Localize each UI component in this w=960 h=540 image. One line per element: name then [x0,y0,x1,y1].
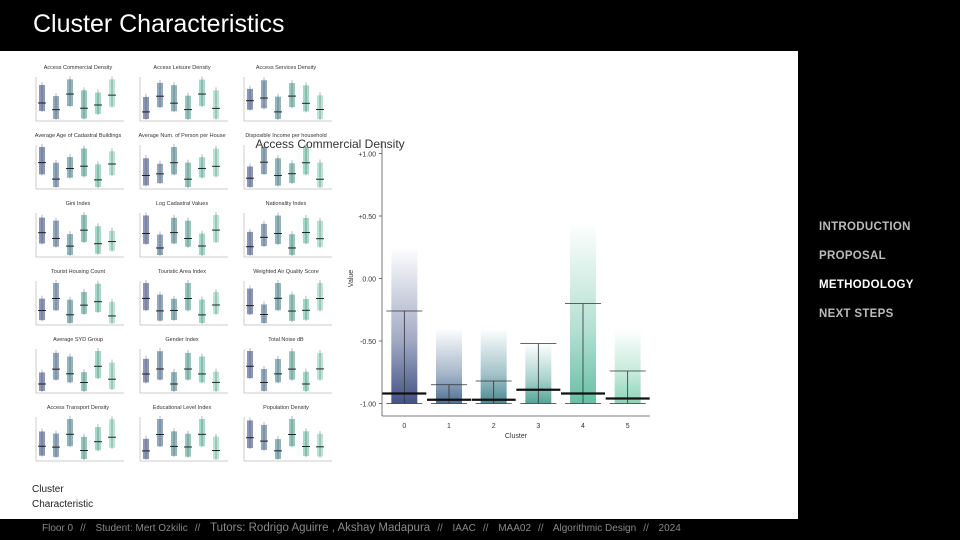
mini-chart-title: Gini Index [65,201,91,207]
mini-chart: Access Commercial Density [30,65,126,127]
mini-chart-title: Educational Level Index [152,405,212,411]
mini-chart: Access Leisure Density [134,65,230,127]
mini-chart: Log Cadastral Values [134,201,230,263]
mini-chart-plot [243,416,332,462]
x-tick-label: 4 [581,423,585,430]
footer-floor: Floor 0 [42,523,74,534]
nav-item-methodology[interactable]: METHODOLOGY [819,279,914,291]
mini-chart-plot [35,416,124,462]
y-tick-label: 0.00 [362,277,376,284]
mini-chart-plot [35,76,124,122]
mini-chart: Weighted Air Quality Score [238,269,334,331]
section-nav: INTRODUCTION PROPOSAL METHODOLOGY NEXT S… [819,220,914,336]
mini-chart-title: Touristic Area Index [158,269,206,275]
mini-chart: Nationality Index [238,201,334,263]
mini-chart: Gini Index [30,201,126,263]
caption-line-1: Cluster [32,484,64,495]
mini-chart: Touristic Area Index [134,269,230,331]
mini-chart-plot [243,212,332,258]
mini-chart-title: Tourist Housing Count [50,269,106,275]
mini-chart-title: Nationality Index [265,201,307,207]
x-tick-label: 0 [402,423,406,430]
mini-chart-plot [243,77,332,122]
mini-chart-title: Population Density [263,405,309,411]
mini-chart: Educational Level Index [134,405,230,467]
mini-chart-title: Access Leisure Density [153,65,211,71]
nav-item-introduction[interactable]: INTRODUCTION [819,221,911,233]
mini-chart: Average SYD Group [30,337,126,399]
mini-chart: Population Density [238,405,334,467]
mini-chart: Total Noise dB [238,337,334,399]
mini-chart-title: Average Num. of Person per House [138,133,226,139]
mini-chart-title: Total Noise dB [268,337,304,343]
mini-chart-title: Average Age of Cadastral Buildings [34,133,122,139]
page-title: Cluster Characteristics [33,10,285,38]
mini-chart: Gender Index [134,337,230,399]
footer-school: IAAC [452,523,476,534]
mini-chart-title: Access Commercial Density [43,65,113,71]
mini-chart-plot [35,144,124,190]
mini-chart-plot [139,416,228,462]
access-commercial-density-chart: +1.00 +0.50 0.00 -0.50 -1.00 Value 0 1 2 3 4 5 Clust… [348,141,650,440]
mini-chart-title: Disposible Income per household [245,133,327,139]
mini-chart-grid: Access Commercial Density Access Leisure … [30,65,335,470]
y-tick-label: -0.50 [360,339,376,346]
mini-chart-plot [35,212,124,258]
mini-chart-title: Weighted Air Quality Score [253,269,319,275]
mini-chart-plot [139,280,228,326]
mini-chart-plot [139,144,228,190]
mini-chart-plot [35,280,124,326]
x-tick-label: 5 [626,423,630,430]
y-tick-label: +0.50 [358,214,376,221]
footer: Floor 0// Student: Mert Ozkilic// Tutors… [42,522,681,534]
caption-line-2: Characteristic [32,499,94,510]
mini-chart: Access Services Density [238,65,334,127]
footer-year: 2024 [658,523,681,534]
mini-chart: Average Num. of Person per House [134,133,230,195]
mini-chart-title: Gender Index [165,337,199,343]
content-panel: Access Commercial Density Access Leisure … [0,51,798,519]
footer-tutors: Tutors: Rodrigo Aguirre , Akshay Madapur… [210,522,431,534]
mini-chart: Average Age of Cadastral Buildings [30,133,126,195]
mini-chart-title: Access Services Density [255,65,317,71]
mini-chart-plot [243,280,332,326]
x-axis-label: Cluster [505,433,528,440]
y-axis-label: Value [348,270,355,287]
x-tick-label: 1 [447,423,451,430]
mini-chart-plot [139,348,228,394]
mini-chart-plot [139,212,228,258]
footer-student: Student: Mert Ozkilic [95,523,188,534]
mini-chart: Tourist Housing Count [30,269,126,331]
nav-item-proposal[interactable]: PROPOSAL [819,250,886,262]
y-tick-label: +1.00 [358,152,376,159]
footer-course: Algorithmic Design [552,523,637,534]
x-tick-label: 3 [536,423,540,430]
mini-chart-title: Average SYD Group [52,337,104,343]
mini-chart-title: Log Cadastral Values [155,201,209,207]
chart-title: Access Commercial Density [255,137,405,151]
mini-chart-plot [35,348,124,394]
mini-chart-plot [139,76,228,122]
figure-caption: Cluster Characteristic [32,482,93,512]
mini-chart-plot [243,348,332,394]
mini-chart-plot [243,144,332,190]
mini-chart: Access Transport Density [30,405,126,467]
y-tick-label: -1.00 [360,402,376,409]
mini-chart: Disposible Income per household [238,133,334,195]
x-tick-label: 2 [492,423,496,430]
nav-item-next-steps[interactable]: NEXT STEPS [819,308,894,320]
footer-program: MAA02 [498,523,532,534]
mini-chart-title: Access Transport Density [46,405,110,411]
